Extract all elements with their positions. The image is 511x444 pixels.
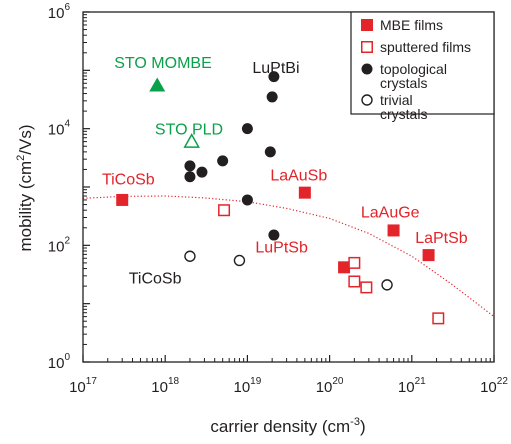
y-tick-label: 102 bbox=[48, 235, 71, 255]
fit-curve-layer bbox=[82, 195, 495, 318]
data-point-circle-filled bbox=[196, 166, 208, 178]
data-point-circle-open bbox=[233, 254, 246, 267]
axis-ticks-layer: 1017 1018 1019 1020 1021 1022 100 102 104 106 bbox=[48, 2, 509, 396]
data-point-square-open bbox=[360, 281, 373, 294]
legend-items: MBE films sputtered films topological cryst… bbox=[361, 17, 471, 122]
data-point-circle-open bbox=[184, 250, 196, 262]
x-tick-label: 1020 bbox=[316, 376, 344, 396]
y-tick-label: 106 bbox=[48, 2, 71, 22]
legend-label: sputtered films bbox=[380, 39, 471, 55]
data-point-square-open bbox=[348, 275, 361, 288]
y-axis-title-tail: /Vs) bbox=[16, 124, 35, 154]
x-tick-label: 1018 bbox=[151, 376, 179, 396]
legend-marker bbox=[361, 41, 373, 53]
data-point-circle-filled bbox=[184, 171, 196, 183]
legend-box bbox=[350, 11, 495, 115]
y-axis-title-sup: 2 bbox=[15, 155, 27, 161]
data-point-circle-filled bbox=[264, 146, 276, 158]
data-marks-layer bbox=[116, 71, 445, 325]
x-tick-label: 1019 bbox=[233, 376, 261, 396]
data-point-circle-filled bbox=[217, 155, 229, 167]
y-axis-title: mobility (cm2/Vs) bbox=[15, 124, 35, 251]
legend-marker bbox=[361, 19, 373, 31]
x-tick-label: 1021 bbox=[398, 376, 426, 396]
annotation-label: STO MOMBE bbox=[114, 55, 211, 72]
annotation-label: TiCoSb bbox=[102, 172, 155, 189]
annotation-label: LuPtBi bbox=[252, 60, 299, 77]
annotations-layer: STO MOMBE STO PLD LuPtBi TiCoSb LaAuSb LaAuGe… bbox=[102, 55, 468, 288]
legend-marker bbox=[361, 63, 373, 75]
data-point-square-filled bbox=[116, 193, 129, 206]
data-point-circle-filled bbox=[268, 229, 280, 241]
annotation-label: LaPtSb bbox=[415, 230, 468, 247]
data-point-circle-open bbox=[381, 279, 393, 291]
annotation-label: TiCoSb bbox=[129, 271, 182, 288]
data-point-circle-filled bbox=[184, 160, 196, 172]
y-tick-label: 104 bbox=[48, 119, 71, 139]
legend: MBE films sputtered films topological cryst… bbox=[350, 11, 495, 122]
x-tick-label: 1017 bbox=[69, 376, 97, 396]
data-point-triangle-open bbox=[183, 133, 200, 148]
legend-label: trivial crystals bbox=[380, 92, 427, 122]
x-axis-title-main: carrier density (cm bbox=[210, 417, 350, 436]
data-point-square-open bbox=[348, 256, 361, 269]
x-tick-label: 1022 bbox=[480, 376, 508, 396]
annotation-label: STO PLD bbox=[155, 121, 223, 138]
y-axis-title-main: mobility (cm bbox=[16, 161, 35, 252]
data-point-circle-filled bbox=[268, 71, 280, 83]
data-point-triangle-filled bbox=[149, 77, 166, 92]
x-axis-title: carrier density (cm-3) bbox=[210, 416, 365, 436]
data-point-circle-filled bbox=[241, 194, 253, 206]
x-axis-title-tail: ) bbox=[360, 417, 366, 436]
annotation-label: LaAuGe bbox=[361, 205, 420, 222]
fit-curve bbox=[82, 195, 495, 318]
data-point-square-open bbox=[432, 312, 445, 325]
data-point-square-filled bbox=[338, 261, 351, 274]
legend-label: MBE films bbox=[380, 17, 443, 33]
data-point-square-filled bbox=[298, 186, 311, 199]
annotation-label: LuPtSb bbox=[255, 240, 308, 257]
annotation-label: LaAuSb bbox=[270, 167, 327, 184]
legend-marker bbox=[361, 94, 373, 106]
data-point-circle-filled bbox=[266, 91, 278, 103]
data-point-square-filled bbox=[387, 224, 400, 237]
data-point-square-open bbox=[218, 204, 231, 217]
x-axis-title-sup: -3 bbox=[350, 416, 360, 428]
y-tick-label: 100 bbox=[48, 352, 71, 372]
data-point-circle-filled bbox=[241, 123, 253, 135]
data-point-square-filled bbox=[422, 249, 435, 262]
legend-label: topological crystals bbox=[380, 61, 447, 91]
